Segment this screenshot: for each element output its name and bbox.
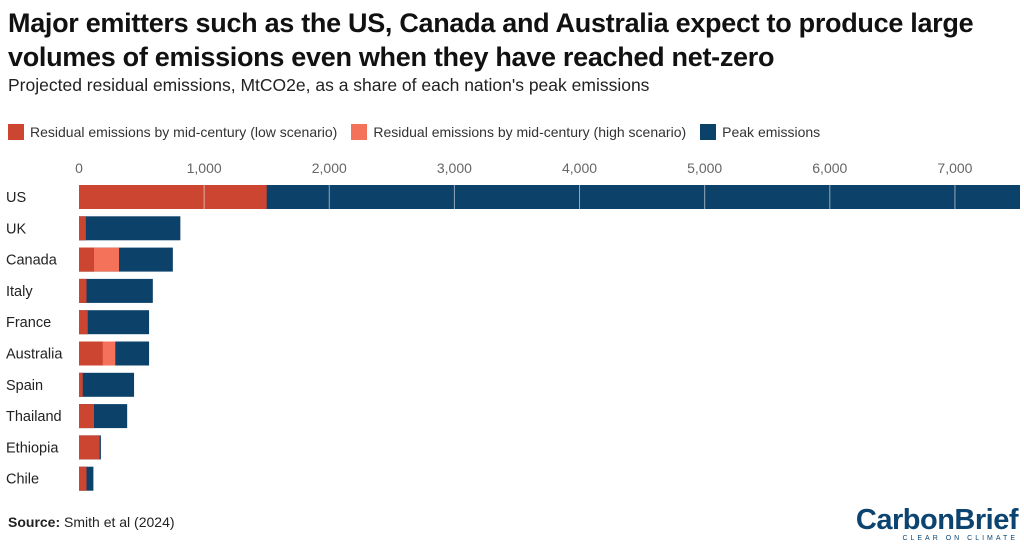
bar-residual-low xyxy=(79,404,95,429)
category-label: Thailand xyxy=(6,409,62,425)
logo-wordmark: CarbonBrief xyxy=(855,504,1019,536)
bar-peak-emissions xyxy=(79,310,150,335)
bar-chart: 0 1,000 2,000 3,000 4,000 5,000 6,000 7,000 US UK… xyxy=(6,160,1020,491)
chart-legend: Residual emissions by mid-century (low s… xyxy=(8,124,834,140)
legend-item-low: Residual emissions by mid-century (low s… xyxy=(8,124,337,140)
legend-item-peak: Peak emissions xyxy=(700,124,820,140)
x-tick-label: 4,000 xyxy=(562,160,597,176)
bar-peak-emissions xyxy=(79,372,135,397)
x-tick-label: 7,000 xyxy=(937,160,972,176)
bar-residual-low xyxy=(79,372,83,397)
category-label: Chile xyxy=(6,472,39,488)
category-label: Australia xyxy=(6,347,63,363)
category-label: Canada xyxy=(6,253,58,269)
bar-residual-low xyxy=(79,310,88,335)
legend-label-high: Residual emissions by mid-century (high … xyxy=(373,124,687,140)
chart-subtitle: Projected residual emissions, MtCO2e, as… xyxy=(8,75,650,95)
category-label: Spain xyxy=(6,378,43,394)
x-tick-label: 3,000 xyxy=(437,160,472,176)
x-tick-label: 1,000 xyxy=(187,160,222,176)
bar-peak-emissions xyxy=(79,216,181,241)
chart-title: Major emitters such as the US, Canada an… xyxy=(8,8,974,72)
bar-residual-low xyxy=(79,247,95,272)
bar-residual-low xyxy=(79,341,103,366)
legend-item-high: Residual emissions by mid-century (high … xyxy=(351,124,686,140)
category-label: Italy xyxy=(6,284,33,300)
legend-swatch-high xyxy=(351,124,368,140)
category-label: Ethiopia xyxy=(6,440,59,456)
legend-label-peak: Peak emissions xyxy=(722,124,821,140)
bar-residual-low xyxy=(79,278,87,303)
x-tick-label: 2,000 xyxy=(312,160,347,176)
category-label: US xyxy=(6,190,26,206)
x-tick-label: 6,000 xyxy=(812,160,847,176)
bar-residual-low xyxy=(79,216,86,241)
category-label: UK xyxy=(6,221,26,237)
source-text: Smith et al (2024) xyxy=(64,514,175,530)
x-tick-label: 5,000 xyxy=(687,160,722,176)
category-label: France xyxy=(6,315,51,331)
bar-residual-low xyxy=(79,185,267,209)
carbonbrief-logo: CarbonBrief CLEAR ON CLIMATE xyxy=(855,504,1019,544)
legend-swatch-low xyxy=(8,124,24,140)
x-tick-label: 0 xyxy=(75,160,83,176)
bar-residual-low xyxy=(79,435,100,460)
source-note: Source: Smith et al (2024) xyxy=(8,514,175,530)
legend-label-low: Residual emissions by mid-century (low s… xyxy=(30,124,338,140)
source-label: Source: xyxy=(8,514,61,530)
logo-tagline: CLEAR ON CLIMATE xyxy=(902,535,1018,542)
bar-residual-low xyxy=(79,466,87,491)
legend-swatch-peak xyxy=(700,124,717,140)
bar-peak-emissions xyxy=(79,278,153,303)
